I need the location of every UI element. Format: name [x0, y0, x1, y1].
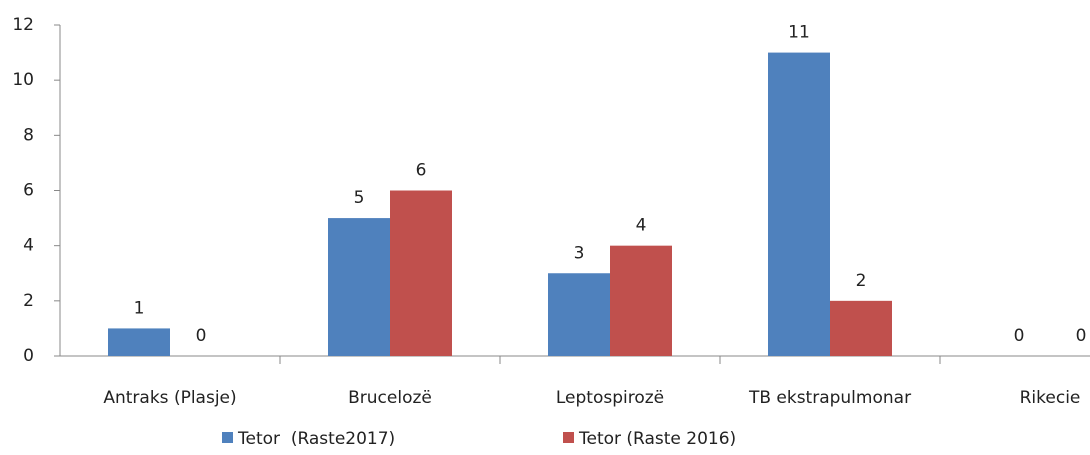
y-tick-label: 6 [23, 181, 34, 201]
bar [108, 328, 170, 356]
data-label: 0 [196, 326, 207, 346]
legend-swatch [563, 432, 574, 443]
x-tick-label: Antraks (Plasje) [103, 388, 236, 408]
bar [328, 218, 390, 356]
y-tick-label: 2 [23, 291, 34, 311]
bar [610, 245, 672, 356]
data-label: 2 [856, 271, 867, 291]
legend-label: Tetor (Raste2017) [237, 429, 395, 449]
x-tick-label: TB ekstrapulmonar [748, 388, 911, 408]
data-label: 0 [1014, 326, 1025, 346]
y-tick-label: 10 [12, 70, 34, 90]
bar [768, 52, 830, 356]
y-tick-label: 0 [23, 346, 34, 366]
data-label: 1 [134, 298, 145, 318]
y-tick-label: 8 [23, 125, 34, 145]
legend-swatch [222, 432, 233, 443]
y-tick-label: 12 [12, 15, 34, 35]
data-label: 4 [636, 216, 647, 236]
y-tick-label: 4 [23, 236, 34, 256]
bar [830, 300, 892, 356]
data-label: 5 [354, 188, 365, 208]
x-tick-label: Leptospirozë [556, 388, 664, 408]
x-tick-label: Brucelozë [348, 388, 432, 408]
data-label: 3 [574, 243, 585, 263]
legend-label: Tetor (Raste 2016) [578, 429, 736, 449]
data-label: 0 [1076, 326, 1087, 346]
bar [390, 190, 452, 356]
data-label: 6 [416, 161, 427, 181]
x-tick-label: Rikecie [1020, 388, 1081, 408]
data-label: 11 [788, 23, 810, 43]
bar [548, 273, 610, 356]
